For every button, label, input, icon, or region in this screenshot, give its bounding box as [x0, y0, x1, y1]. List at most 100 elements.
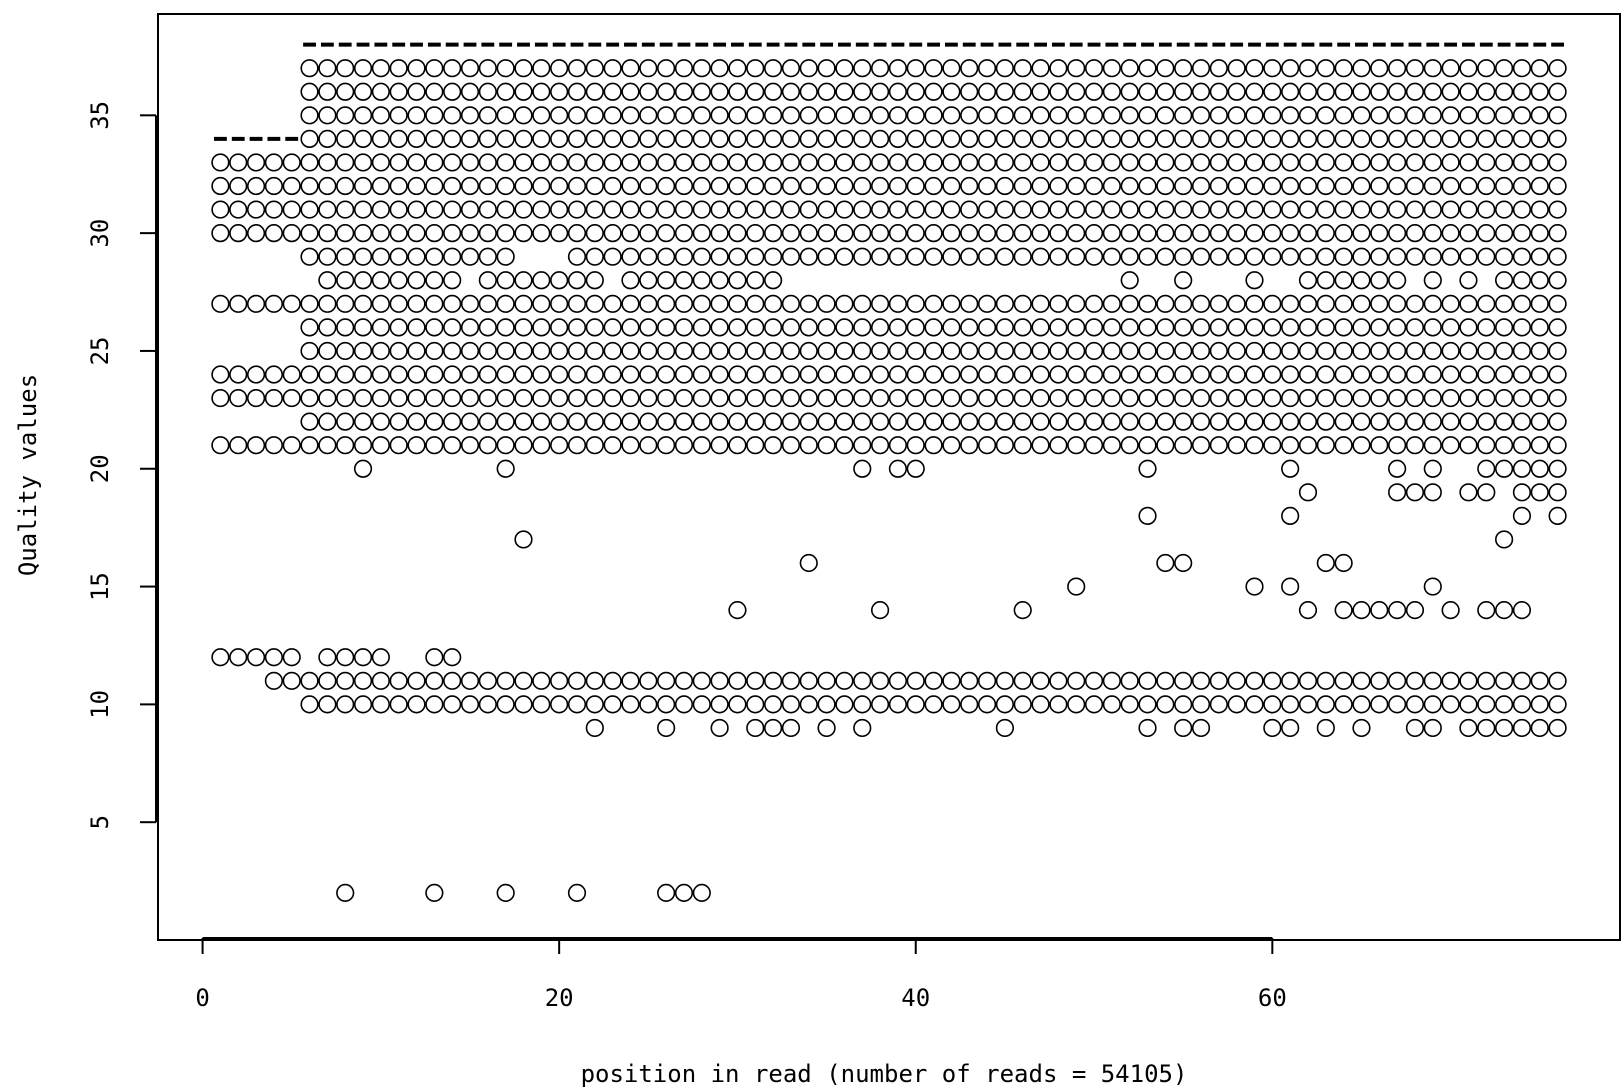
data-point: [1102, 129, 1121, 148]
data-point: [336, 200, 355, 219]
data-point: [1084, 294, 1104, 313]
data-point: [1405, 224, 1425, 243]
data-point: [1174, 318, 1193, 337]
data-point: [603, 200, 622, 219]
data-point: [371, 412, 390, 431]
data-point: [1031, 247, 1050, 266]
data-point: [1334, 224, 1353, 243]
data-point: [264, 388, 283, 408]
data-point: [888, 106, 908, 125]
data-point: [1191, 718, 1211, 738]
data-point: [407, 153, 426, 172]
data-point: [389, 59, 408, 78]
data-point: [1495, 129, 1514, 148]
data-point: [995, 412, 1014, 431]
data-point: [1316, 341, 1335, 361]
data-point: [621, 271, 640, 290]
data-point: [1459, 671, 1478, 690]
data-point: [799, 82, 818, 101]
data-point: [692, 294, 711, 313]
data-point: [674, 341, 694, 361]
data-point: [532, 59, 551, 78]
data-point: [1388, 153, 1407, 172]
data-point: [1049, 294, 1068, 313]
data-point: [1227, 671, 1246, 690]
data-point: [1530, 318, 1549, 337]
data-point: [389, 294, 408, 313]
data-point: [478, 129, 497, 148]
data-point: [318, 695, 337, 714]
data-point: [1227, 176, 1246, 196]
data-point: [710, 341, 729, 361]
data-point: [1441, 318, 1460, 337]
data-point: [639, 247, 658, 266]
data-point: [1156, 59, 1175, 78]
data-point: [407, 247, 426, 266]
data-point: [1316, 247, 1335, 266]
data-point: [1174, 153, 1193, 172]
data-point: [1031, 412, 1050, 431]
data-point: [1084, 695, 1104, 714]
data-point: [1102, 153, 1121, 172]
data-point: [532, 436, 551, 455]
data-point: [924, 153, 943, 172]
data-point: [1031, 176, 1050, 196]
data-point: [1209, 247, 1228, 266]
data-point: [1530, 412, 1549, 431]
data-point: [710, 247, 729, 266]
data-point: [246, 648, 266, 667]
data-point: [425, 365, 444, 384]
data-point: [1316, 176, 1335, 196]
data-point: [407, 106, 426, 125]
data-point: [1548, 153, 1567, 172]
data-point: [211, 153, 230, 172]
data-point: [906, 459, 925, 478]
data-point: [746, 106, 765, 125]
data-point: [995, 695, 1014, 714]
data-point: [764, 200, 783, 219]
data-point: [995, 365, 1014, 384]
data-point: [1120, 341, 1139, 361]
data-point: [1049, 695, 1068, 714]
data-point: [835, 176, 854, 196]
data-point: [853, 718, 872, 738]
data-point: [960, 82, 979, 101]
data-point: [1423, 436, 1442, 455]
data-point: [585, 176, 604, 196]
data-point: [532, 365, 551, 384]
data-point: [621, 176, 640, 196]
data-point: [1227, 247, 1246, 266]
data-point: [1120, 153, 1139, 172]
data-point: [1352, 224, 1371, 243]
data-point: [567, 200, 587, 219]
data-point: [924, 59, 943, 78]
data-point: [1548, 483, 1567, 502]
data-point: [657, 718, 676, 738]
data-point: [1298, 176, 1318, 196]
data-point: [514, 341, 533, 361]
data-point: [888, 224, 908, 243]
data-point: [1370, 436, 1389, 455]
data-point: [1209, 82, 1228, 101]
data-point: [835, 106, 854, 125]
data-point: [1370, 176, 1389, 196]
data-point: [1477, 200, 1496, 219]
data-point: [1245, 200, 1264, 219]
data-point: [1227, 436, 1246, 455]
data-point: [924, 695, 943, 714]
data-point: [1067, 412, 1086, 431]
data-point: [728, 436, 747, 455]
data-point: [1067, 82, 1086, 101]
data-point: [1423, 341, 1442, 361]
data-point: [1405, 388, 1425, 408]
data-point: [674, 436, 694, 455]
data-point: [1423, 365, 1442, 384]
data-point: [639, 224, 658, 243]
data-point: [692, 341, 711, 361]
data-point: [657, 247, 676, 266]
data-point: [1441, 294, 1460, 313]
data-point: [1548, 176, 1567, 196]
data-point: [1120, 82, 1139, 101]
data-point: [674, 365, 694, 384]
data-point: [977, 388, 997, 408]
